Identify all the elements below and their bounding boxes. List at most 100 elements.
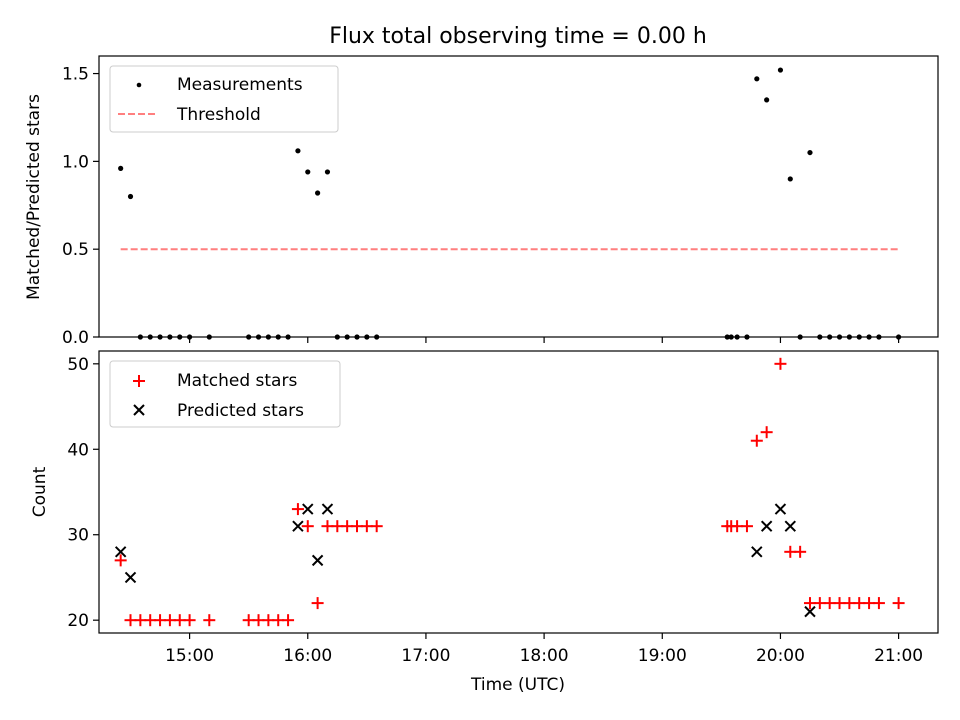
y-tick-label: 20: [67, 611, 89, 631]
threshold-legend-label: Threshold: [176, 105, 261, 125]
measurements-point: [295, 148, 301, 154]
measurements-point: [797, 334, 803, 340]
measurements-point: [866, 334, 872, 340]
y-tick-label: 1.0: [62, 152, 89, 172]
measurements-point: [734, 334, 740, 340]
x-tick-label: 18:00: [520, 646, 569, 666]
measurements-point: [255, 334, 262, 340]
measurements-point: [206, 334, 212, 340]
measurements-point: [846, 334, 852, 340]
matched-stars-point: [740, 520, 753, 533]
matched-stars-point: [892, 597, 905, 610]
matched-stars-point: [794, 545, 807, 558]
matched-stars-point: [774, 357, 787, 370]
count-legend: Matched stars Predicted stars: [109, 360, 341, 428]
measurements-point: [324, 169, 331, 175]
matched-stars-point: [183, 614, 196, 627]
predicted-legend-marker: [133, 404, 145, 416]
matched-legend-marker: [133, 375, 145, 387]
matched-stars-point: [311, 597, 324, 610]
measurements-legend-label: Measurements: [177, 75, 303, 95]
ratio-y-ticks: 0.0 0.5 1.0 1.5: [62, 65, 99, 348]
measurements-point: [344, 334, 350, 340]
measurements-point: [147, 334, 153, 340]
ratio-marks: [118, 67, 902, 340]
measurements-point: [807, 149, 813, 156]
y-tick-label: 50: [67, 355, 89, 375]
measurements-point: [157, 334, 163, 340]
matched-stars-point: [760, 426, 773, 439]
predicted-stars-point: [311, 554, 324, 567]
measurements-point: [305, 169, 311, 175]
measurements-point: [177, 334, 183, 340]
count-x-ticks: 15:00 16:00 17:00 18:00 19:00 20:00 21:00: [165, 633, 923, 666]
measurements-point: [744, 334, 750, 340]
x-axis-label: Time (UTC): [470, 675, 565, 695]
ratio-panel-frame: [98, 55, 939, 338]
matched-stars-point: [872, 597, 885, 610]
measurements-point: [856, 334, 862, 340]
matched-legend-label: Matched stars: [177, 371, 297, 391]
y-tick-label: 30: [67, 526, 89, 546]
measurements-point: [127, 193, 134, 200]
measurements-legend-marker: [136, 82, 142, 88]
chart-title: Flux total observing time = 0.00 h: [329, 24, 707, 49]
matched-stars-point: [750, 434, 763, 447]
count-y-ticks: 20 30 40 50: [67, 355, 99, 631]
count-panel: 20 30 40 50 15:00 16:00 17:00 18:00 19:00 20:00 2…: [30, 350, 939, 695]
measurements-point: [334, 334, 340, 340]
x-tick-label: 17:00: [401, 646, 450, 666]
measurements-point: [364, 334, 370, 340]
measurements-point: [118, 165, 124, 171]
matched-stars-point: [301, 520, 314, 533]
measurements-point: [354, 334, 360, 340]
x-tick-label: 19:00: [638, 646, 687, 666]
matched-stars-point: [291, 503, 304, 516]
ratio-panel: 0.0 0.5 1.0 1.5 Matched/Predicted stars Mea…: [24, 55, 939, 348]
count-marks: [114, 357, 905, 627]
predicted-stars-point: [292, 520, 304, 532]
matched-stars-point: [114, 554, 127, 567]
measurements-point: [374, 334, 380, 340]
predicted-stars-point: [784, 520, 796, 532]
ratio-y-axis-label: Matched/Predicted stars: [24, 94, 44, 300]
predicted-legend-label: Predicted stars: [177, 401, 304, 421]
y-tick-label: 1.5: [62, 65, 89, 85]
x-tick-label: 21:00: [874, 646, 923, 666]
measurements-point: [896, 334, 902, 340]
predicted-stars-point: [114, 546, 127, 558]
measurements-point: [876, 334, 882, 340]
measurements-point: [137, 334, 143, 340]
ratio-legend-frame: [109, 65, 339, 133]
measurements-point: [764, 97, 770, 103]
measurements-point: [817, 334, 823, 340]
matched-stars-point: [282, 614, 295, 627]
measurements-point: [315, 190, 321, 196]
measurements-point: [285, 334, 291, 340]
matched-stars-point: [203, 614, 216, 627]
measurements-point: [724, 334, 730, 340]
y-tick-label: 0.0: [62, 328, 89, 348]
count-y-axis-label: Count: [30, 466, 50, 517]
measurements-point: [787, 176, 793, 182]
matched-stars-point: [370, 520, 383, 533]
predicted-stars-point: [804, 605, 816, 618]
x-tick-label: 16:00: [283, 646, 332, 666]
x-tick-label: 15:00: [165, 646, 214, 666]
measurements-point: [186, 334, 193, 340]
predicted-stars-point: [124, 571, 137, 584]
ratio-legend: Measurements Threshold: [109, 65, 339, 133]
predicted-stars-point: [302, 503, 314, 515]
measurements-point: [246, 334, 252, 340]
measurements-point: [827, 334, 833, 340]
measurements-point: [777, 67, 784, 73]
x-tick-label: 20:00: [756, 646, 805, 666]
measurements-point: [728, 334, 734, 340]
predicted-stars-point: [774, 503, 787, 515]
predicted-stars-point: [751, 546, 763, 558]
measurements-point: [754, 76, 760, 82]
count-panel-frame: [98, 350, 939, 634]
measurements-point: [167, 334, 173, 340]
measurements-point: [836, 334, 843, 340]
